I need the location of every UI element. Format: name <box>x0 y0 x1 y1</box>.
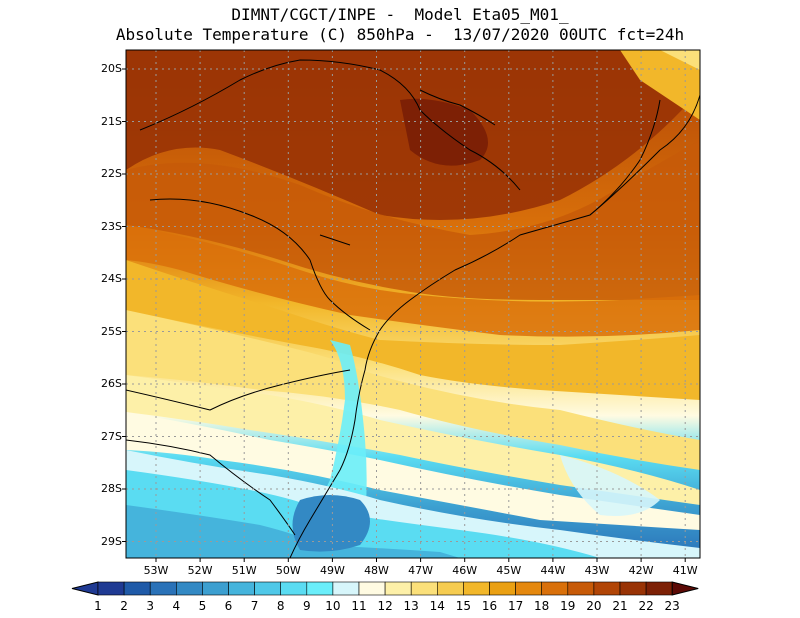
colorbar-swatch-11 <box>358 581 386 596</box>
colorbar-swatch-4 <box>176 581 203 596</box>
lon-label-49W: 49W <box>319 564 345 577</box>
colorbar-swatch-20 <box>593 581 621 596</box>
lat-label-26S: 26S <box>101 377 122 390</box>
lat-label-28S: 28S <box>101 482 122 495</box>
lon-label-42W: 42W <box>628 564 654 577</box>
lat-label-23S: 23S <box>101 219 122 233</box>
lon-label-50W: 50W <box>275 564 301 577</box>
colorbar-label-19: 19 <box>560 599 576 613</box>
colorbar-swatch-2 <box>123 581 151 596</box>
colorbar-swatch-21 <box>619 581 647 596</box>
temp-band-22 <box>400 98 488 166</box>
temp-band-east-cold <box>560 455 660 516</box>
lat-label-20S: 20S <box>101 62 122 75</box>
lat-label-21S: 21S <box>101 114 122 128</box>
colorbar-swatch-13 <box>410 581 438 596</box>
colorbar-arrow-low <box>71 581 99 596</box>
colorbar-swatch-14 <box>436 581 464 596</box>
colorbar-swatch-18 <box>541 581 569 596</box>
colorbar-label-3: 3 <box>146 599 154 613</box>
colorbar-swatch-5 <box>202 581 229 596</box>
colorbar-swatch-16 <box>489 581 516 596</box>
axis-ticks <box>122 68 686 562</box>
temp-band-north-yellow <box>660 50 700 70</box>
colorbar-arrow-high <box>671 581 699 596</box>
state-border-pr-sc <box>126 369 351 411</box>
temp-band-16 <box>126 260 700 400</box>
lon-label-41W: 41W <box>672 564 698 577</box>
lon-label-48W: 48W <box>364 564 389 577</box>
colorbar-label-13: 13 <box>403 599 419 613</box>
colorbar-label-12: 12 <box>377 599 393 613</box>
colorbar-label-5: 5 <box>198 599 207 613</box>
temp-band-11 <box>126 412 700 530</box>
graticule <box>126 50 700 558</box>
colorbar-label-6: 6 <box>224 599 233 613</box>
colorbar-label-15: 15 <box>455 599 472 613</box>
colorbar <box>71 581 699 596</box>
temp-band-13 <box>126 375 700 505</box>
state-border-sp-pr <box>149 198 371 331</box>
map-title-line-1: DIMNT/CGCT/INPE - Model Eta05_M01_ <box>231 5 569 24</box>
colorbar-swatch-15 <box>463 581 490 596</box>
temp-band-northeast <box>620 50 700 120</box>
colorbar-swatch-8 <box>280 581 308 596</box>
reservoir-parana <box>319 234 351 246</box>
colorbar-label-9: 9 <box>302 599 311 613</box>
colorbar-swatch-22 <box>645 581 673 596</box>
map-frame-border <box>125 49 701 559</box>
colorbar-label-4: 4 <box>172 599 181 613</box>
lon-label-46W: 46W <box>452 564 478 577</box>
colorbar-swatch-1 <box>97 581 125 596</box>
colorbar-label-1: 1 <box>94 599 102 613</box>
colorbar-swatch-6 <box>228 581 255 596</box>
state-border-north <box>139 59 521 191</box>
colorbar-label-8: 8 <box>276 599 285 613</box>
lon-label-45W: 45W <box>496 564 522 577</box>
lakes-reservoir <box>419 89 496 126</box>
colorbar-swatch-7 <box>254 581 282 596</box>
lon-label-53W: 53W <box>143 564 169 577</box>
temperature-field <box>126 50 700 558</box>
colorbar-swatch-19 <box>567 581 595 596</box>
colorbar-label-2: 2 <box>120 599 128 613</box>
colorbar-label-18: 18 <box>534 599 550 613</box>
lon-label-51W: 51W <box>231 564 257 577</box>
lat-label-25S: 25S <box>101 324 122 338</box>
lon-label-47W: 47W <box>408 564 434 577</box>
lat-label-22S: 22S <box>101 167 122 180</box>
coastline <box>289 94 700 558</box>
colorbar-label-14: 14 <box>429 599 445 613</box>
colorbar-label-23: 23 <box>664 599 680 613</box>
lat-label-27S: 27S <box>101 429 122 443</box>
colorbar-label-21: 21 <box>612 599 628 613</box>
lat-label-24S: 24S <box>101 272 122 285</box>
colorbar-swatch-12 <box>384 581 412 596</box>
colorbar-label-7: 7 <box>250 599 259 613</box>
temp-band-6 <box>126 505 460 558</box>
colorbar-swatch-17 <box>515 581 542 596</box>
state-border-sc-rs <box>126 439 296 536</box>
political-boundaries <box>126 59 700 558</box>
colorbar-label-10: 10 <box>325 599 341 613</box>
lon-label-43W: 43W <box>584 564 610 577</box>
colorbar-swatch-10 <box>332 581 360 596</box>
temp-band-4 <box>292 495 370 552</box>
temp-band-19 <box>126 225 700 337</box>
colorbar-label-22: 22 <box>638 599 654 613</box>
state-border-mg-rj <box>589 99 661 216</box>
colorbar-label-20: 20 <box>586 599 602 613</box>
lon-label-52W: 52W <box>187 564 213 577</box>
colorbar-label-16: 16 <box>481 599 498 613</box>
colorbar-label-17: 17 <box>507 599 524 613</box>
lon-label-44W: 44W <box>540 564 566 577</box>
colorbar-swatch-3 <box>149 581 177 596</box>
temp-band-20 <box>126 140 700 300</box>
lat-label-29S: 29S <box>101 534 122 548</box>
map-title-line-2: Absolute Temperature (C) 850hPa - 13/07/… <box>115 25 685 44</box>
colorbar-label-11: 11 <box>351 599 367 613</box>
temp-band-14 <box>126 310 700 470</box>
colorbar-swatch-9 <box>306 581 334 596</box>
